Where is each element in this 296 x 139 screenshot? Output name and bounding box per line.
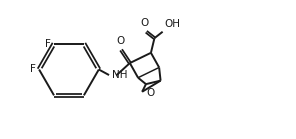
- Text: O: O: [116, 36, 125, 46]
- Text: O: O: [146, 88, 155, 98]
- Text: O: O: [141, 18, 149, 28]
- Text: F: F: [30, 64, 36, 75]
- Text: OH: OH: [165, 19, 181, 29]
- Text: F: F: [45, 39, 51, 49]
- Text: NH: NH: [112, 70, 128, 80]
